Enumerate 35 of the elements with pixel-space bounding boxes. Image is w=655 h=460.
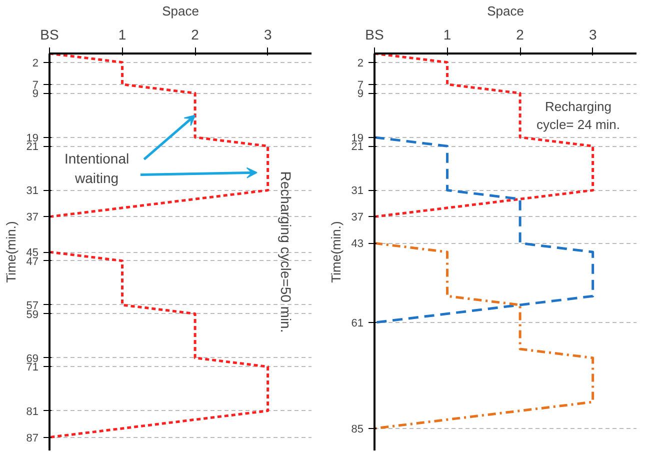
y-tick-label: 61 [351, 318, 364, 330]
y-tick-label: 9 [357, 88, 364, 100]
x-tick-label: 1 [443, 26, 452, 42]
x-axis-title: Space [487, 4, 524, 18]
y-tick-label: 85 [351, 423, 364, 436]
y-tick-label: 37 [26, 212, 39, 224]
x-tick-label: 3 [264, 26, 272, 42]
x-tick-label: 1 [118, 26, 126, 42]
y-tick-label: 21 [26, 141, 39, 154]
line-series [374, 136, 594, 324]
y-tick-label: 2 [32, 57, 39, 70]
annotation: Recharging cycle=50 min. [278, 171, 294, 333]
y-tick-label: 37 [351, 212, 364, 224]
y-axis-title: Time(min.) [328, 221, 344, 283]
y-axis-title: Time(min.) [3, 221, 18, 283]
x-tick-label: BS [365, 26, 384, 42]
x-axis-title: Space [162, 4, 199, 18]
y-tick-label: 31 [351, 185, 364, 198]
x-tick-label: BS [40, 26, 59, 42]
y-tick-label: 87 [26, 432, 39, 444]
annotation: Recharging cycle= 24 min. [536, 98, 620, 132]
y-tick-label: 59 [26, 308, 39, 321]
y-tick-label: 9 [32, 88, 39, 100]
x-tick-label: 3 [588, 26, 597, 42]
y-tick-label: 43 [351, 238, 364, 250]
y-tick-label: 81 [26, 406, 39, 418]
y-tick-label: 21 [351, 141, 364, 154]
line-series [374, 242, 594, 430]
y-tick-label: 2 [357, 57, 364, 70]
annotation: Intentional waiting [64, 150, 130, 186]
y-tick-label: 71 [26, 362, 39, 374]
y-tick-label: 47 [26, 256, 39, 268]
y-tick-label: 31 [26, 185, 39, 198]
x-tick-label: 2 [516, 26, 524, 42]
x-tick-label: 2 [191, 26, 200, 42]
